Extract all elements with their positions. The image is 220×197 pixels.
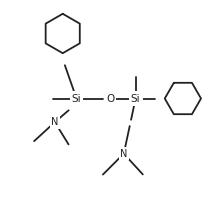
Text: N: N <box>120 149 127 159</box>
Text: Si: Si <box>72 94 81 103</box>
Text: O: O <box>106 94 114 103</box>
Text: Si: Si <box>131 94 140 103</box>
Text: N: N <box>51 117 59 127</box>
